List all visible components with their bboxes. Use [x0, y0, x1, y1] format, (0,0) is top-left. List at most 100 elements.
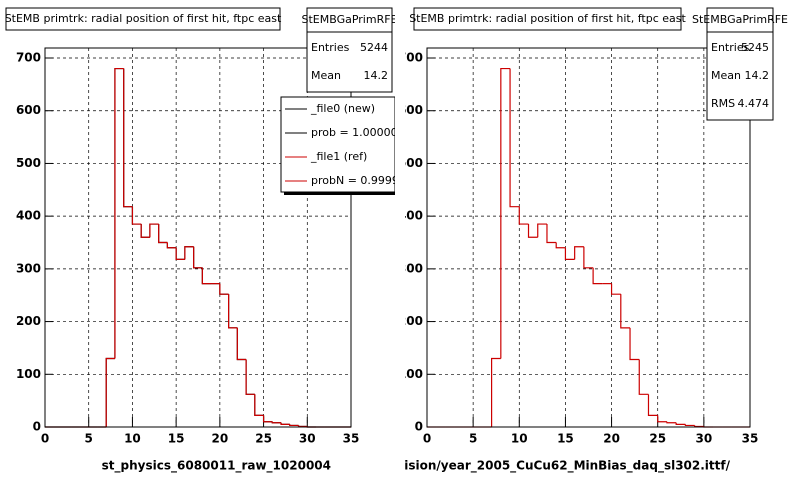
x-tick-label: 35: [742, 432, 759, 446]
histogram-bin: [574, 246, 584, 260]
legend-entry: _file0 (new): [310, 102, 375, 115]
histogram-bin: [657, 415, 667, 423]
stats-value: 5245: [741, 41, 769, 54]
x-tick-label: 15: [557, 432, 574, 446]
y-tick-label: 300: [16, 261, 41, 275]
histogram-bin: [280, 422, 290, 425]
y-tick-label: 100: [16, 367, 41, 381]
histogram-bin: [666, 421, 677, 424]
stats-value: 14.2: [745, 69, 770, 82]
stats-label: Entries: [311, 41, 350, 54]
y-tick-label: 0: [415, 420, 423, 434]
title-box: [5, 7, 281, 31]
stats-value: 14.2: [364, 69, 389, 82]
histogram-bin: [564, 247, 575, 260]
x-tick-label: 30: [696, 432, 713, 446]
y-tick-label: 300: [405, 261, 423, 275]
histogram-bin: [175, 247, 185, 260]
plot-frame: [426, 47, 751, 428]
x-tick-label: 0: [423, 432, 431, 446]
histogram-bin: [527, 224, 538, 238]
x-tick-label: 35: [343, 432, 360, 446]
y-tick-label: 0: [33, 420, 41, 434]
histogram-bin: [537, 223, 547, 238]
chart-title: StEMB primtrk: radial position of first …: [409, 12, 686, 25]
stats-box: [306, 7, 393, 93]
x-tick-label: 5: [85, 432, 93, 446]
y-tick-label: 200: [405, 314, 423, 328]
x-tick-label: 25: [255, 432, 272, 446]
histogram-bin: [219, 283, 229, 295]
x-axis-label: st_physics_6080011_raw_1020004: [102, 459, 331, 474]
histogram-bin: [114, 67, 124, 359]
histogram-bin: [592, 267, 603, 285]
histogram-bin: [583, 246, 594, 269]
histogram-bin: [245, 359, 255, 395]
chart-title: StEMB primtrk: radial position of first …: [5, 12, 282, 25]
histogram-bin: [166, 242, 177, 249]
histogram-bin: [546, 224, 557, 244]
histogram-bin: [201, 267, 212, 285]
stats-title: StEMBGaPrimRFE: [692, 13, 788, 26]
y-tick-label: 400: [16, 209, 41, 223]
x-tick-label: 30: [299, 432, 316, 446]
stats-label: RMS: [711, 97, 735, 110]
histogram-bin: [131, 206, 142, 225]
title-box: [413, 7, 682, 31]
histogram-bin: [123, 68, 133, 208]
histogram-bin: [629, 327, 640, 361]
histogram-bin: [140, 224, 150, 238]
histogram-bin: [289, 424, 299, 427]
x-tick-label: 20: [212, 432, 229, 446]
x-tick-label: 10: [124, 432, 141, 446]
histogram-bin: [236, 327, 247, 361]
y-tick-label: 200: [16, 314, 41, 328]
histogram-bin: [684, 424, 695, 427]
histogram-bin: [262, 415, 273, 423]
x-tick-label: 25: [649, 432, 666, 446]
histogram-bin: [500, 67, 511, 359]
stats-box: [706, 7, 774, 121]
x-tick-label: 20: [603, 432, 620, 446]
histogram-bin: [675, 422, 686, 425]
y-tick-label: 500: [16, 156, 41, 170]
legend-entry: _file1 (ref): [310, 150, 367, 163]
x-tick-label: 5: [469, 432, 477, 446]
histogram-bin: [620, 294, 631, 329]
histogram-bin: [297, 425, 308, 428]
panel: 0 100 200 300 400 500 600 700 0 5 10 15 20 25 30 35 st_p…: [5, 7, 395, 474]
x-tick-label: 15: [168, 432, 185, 446]
histogram-bin: [694, 425, 704, 428]
stats-value: 4.474: [738, 97, 770, 110]
y-tick-label: 500: [405, 156, 423, 170]
histogram-bin: [518, 206, 529, 225]
histogram-bin: [184, 246, 194, 260]
histogram-bin: [254, 394, 264, 417]
plot-frame: [44, 47, 352, 428]
stats-value: 5244: [360, 41, 388, 54]
stats-title: StEMBGaPrimRFE: [301, 13, 395, 26]
y-tick-label: 100: [405, 367, 423, 381]
y-tick-label: 400: [405, 209, 423, 223]
histogram-bin: [149, 223, 159, 238]
histogram-bin: [105, 357, 115, 427]
histogram-bin: [555, 242, 566, 249]
panel: 0 100 200 300 400 500 600 700 0 5 10 15 20 25 30 35 aris…: [405, 7, 788, 474]
legend: [280, 96, 395, 193]
x-tick-label: 0: [41, 432, 49, 446]
y-tick-label: 600: [16, 103, 41, 117]
stats-label: Entries: [711, 41, 750, 54]
histogram-bin: [638, 359, 649, 395]
histogram-bin: [509, 68, 520, 208]
histogram-bin: [228, 294, 238, 329]
histogram-bin: [193, 246, 203, 269]
stats-label: Mean: [311, 69, 341, 82]
x-axis-label: arision/year_2005_CuCu62_MinBias_daq_sl3…: [405, 459, 731, 474]
histogram-bin: [271, 421, 282, 424]
y-tick-label: 700: [16, 51, 41, 65]
plot-frame: [426, 47, 751, 428]
histogram-bin: [491, 357, 501, 427]
y-tick-label: 700: [405, 51, 423, 65]
